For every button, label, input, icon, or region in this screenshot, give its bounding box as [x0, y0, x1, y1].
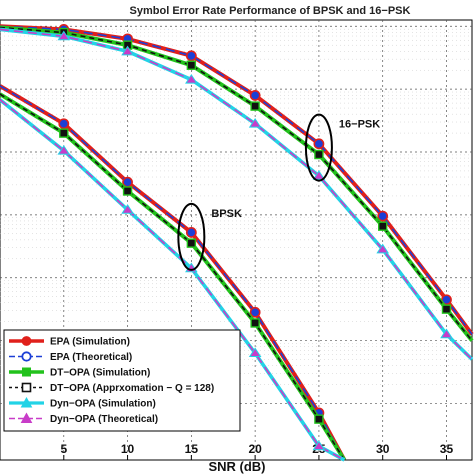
- dyn-opa-theory-line: [0, 28, 473, 360]
- legend: EPA (Simulation) EPA (Theoretical) DT−OPA …: [3, 329, 241, 432]
- legend-row: Dyn−OPA (Simulation): [9, 396, 156, 410]
- epa-marker: [313, 138, 325, 150]
- legend-swatch-marker: [21, 382, 32, 393]
- dyn-opa-marker: [57, 144, 71, 155]
- dyn-opa-marker: [248, 347, 262, 358]
- legend-swatch-marker: [21, 336, 32, 346]
- epa-marker: [58, 118, 70, 130]
- bpsk-ellipse: [177, 202, 206, 271]
- legend-swatch-marker: [20, 412, 33, 423]
- dt-opa-marker: [250, 318, 260, 328]
- epa-marker: [185, 227, 197, 238]
- legend-swatch-marker: [20, 396, 33, 408]
- dt-opa-marker: [314, 414, 324, 424]
- epa-marker: [249, 306, 261, 318]
- x-axis-label: SNR (dB): [208, 459, 265, 474]
- x-tick-label: 35: [440, 442, 454, 456]
- dt-opa-marker: [378, 221, 388, 231]
- legend-label: EPA (Theoretical): [50, 352, 132, 363]
- dyn-opa-marker: [185, 73, 198, 84]
- series-layer: [0, 24, 474, 462]
- dt-opa-marker: [250, 101, 260, 111]
- dyn-opa-marker: [440, 328, 453, 339]
- dyn-opa-marker: [248, 117, 262, 128]
- legend-row: EPA (Simulation): [9, 336, 130, 348]
- dt-opa-marker: [314, 149, 324, 160]
- chart-title: Symbol Error Rate Performance of BPSK an…: [130, 5, 411, 17]
- dyn-opa-marker: [121, 45, 134, 56]
- dyn-opa-marker: [376, 243, 390, 254]
- dt-opa-marker: [186, 238, 197, 248]
- legend-label: EPA (Simulation): [50, 337, 130, 348]
- dt-opa-marker: [441, 304, 452, 314]
- dt-opa-marker: [122, 186, 133, 196]
- psk16-ellipse: [304, 113, 333, 182]
- annotations: BPSK 16−PSK: [177, 113, 380, 271]
- x-tick-label: 5: [60, 442, 67, 456]
- epa-marker: [185, 50, 197, 62]
- dyn-opa-marker: [121, 204, 134, 214]
- epa-marker: [377, 210, 389, 222]
- legend-row: DT−OPA (Simulation): [9, 367, 150, 379]
- dyn-opa-marker: [312, 170, 326, 180]
- legend-row: DT−OPA (Apprxomation − Q = 128): [9, 382, 214, 394]
- dyn-opa-marker: [312, 440, 326, 451]
- epa-marker: [249, 90, 261, 101]
- legend-label: DT−OPA (Apprxomation − Q = 128): [50, 383, 214, 394]
- dt-opa-marker: [59, 128, 69, 138]
- psk16-label: 16−PSK: [339, 119, 380, 131]
- legend-swatch-marker: [21, 351, 32, 362]
- legend-label: Dyn−OPA (Simulation): [50, 399, 156, 410]
- legend-label: Dyn−OPA (Theoretical): [50, 414, 158, 425]
- x-tick-label: 30: [376, 442, 390, 456]
- dyn-opa-marker: [57, 30, 71, 41]
- legend-row: Dyn−OPA (Theoretical): [9, 412, 158, 425]
- epa-marker: [441, 294, 452, 306]
- x-tick-label: 20: [248, 442, 262, 456]
- x-tick-label: 10: [121, 442, 135, 456]
- bpsk-label: BPSK: [211, 208, 242, 220]
- dt-opa-marker: [186, 60, 197, 70]
- legend-row: EPA (Theoretical): [9, 351, 132, 363]
- x-tick-label: 15: [185, 442, 199, 456]
- legend-box: [3, 329, 241, 432]
- legend-label: DT−OPA (Simulation): [50, 368, 150, 379]
- legend-swatch-marker: [22, 367, 31, 377]
